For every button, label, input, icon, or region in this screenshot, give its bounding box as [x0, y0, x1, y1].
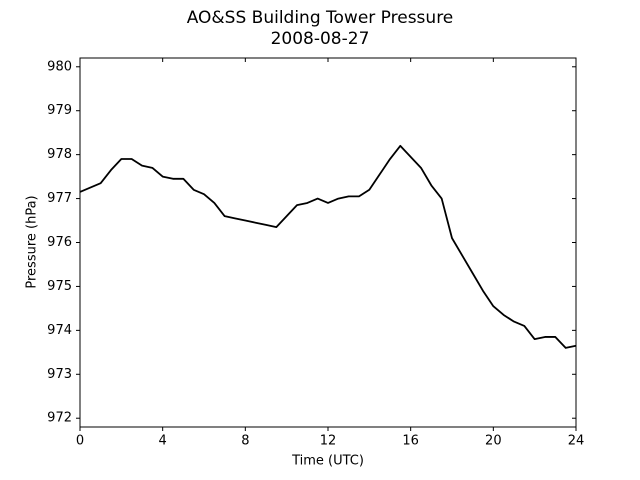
y-tick-label: 976 [47, 235, 72, 250]
data-line [79, 144, 577, 349]
y-tick-label: 980 [47, 59, 72, 74]
y-tick-label: 977 [47, 191, 72, 206]
y-tick-label: 973 [47, 367, 72, 382]
x-tick-label: 4 [159, 434, 167, 449]
y-tick-label: 975 [47, 279, 72, 294]
chart-subtitle: 2008-08-27 [271, 29, 370, 49]
x-tick-label: 8 [241, 434, 249, 449]
y-axis-label: Pressure (hPa) [25, 195, 40, 288]
plot-frame [79, 57, 577, 428]
x-tick-label: 16 [402, 434, 419, 449]
x-axis-label: Time (UTC) [291, 454, 364, 469]
x-tick-label: 0 [76, 434, 84, 449]
x-tick-label: 24 [568, 434, 585, 449]
chart-title: AO&SS Building Tower Pressure [187, 8, 454, 28]
y-tick-label: 978 [47, 147, 72, 162]
y-tick-label: 974 [47, 323, 72, 338]
x-tick-label: 12 [320, 434, 337, 449]
y-tick-label: 972 [47, 411, 72, 426]
y-tick-label: 979 [47, 103, 72, 118]
x-tick-label: 20 [485, 434, 502, 449]
